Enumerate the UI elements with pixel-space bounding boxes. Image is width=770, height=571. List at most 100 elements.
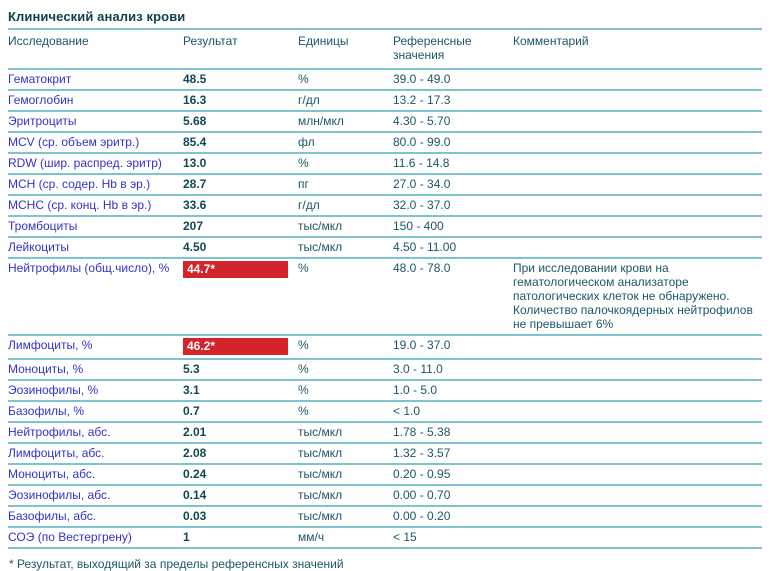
units-value: % [298,359,393,381]
table-row: Базофилы, абс. 0.03 тыс/мкл 0.00 - 0.20 [8,506,762,528]
header-row: Исследование Результат Единицы Референсн… [8,29,762,70]
result-value: 4.50 [183,240,207,254]
reference-range: 27.0 - 34.0 [393,174,513,196]
result-value: 0.03 [183,509,207,523]
table-row: Эозинофилы, абс. 0.14 тыс/мкл 0.00 - 0.7… [8,485,762,507]
table-row: MCHC (ср. конц. Hb в эр.) 33.6 г/дл 32.0… [8,195,762,217]
reference-range: 1.78 - 5.38 [393,422,513,444]
column-header-units: Единицы [298,29,393,70]
test-name-link[interactable]: Лимфоциты, % [8,338,93,352]
units-value: тыс/мкл [298,422,393,444]
table-row: MCV (ср. объем эритр.) 85.4 фл 80.0 - 99… [8,132,762,154]
table-row: Нейтрофилы (общ.число), % 44.7* % 48.0 -… [8,258,762,336]
reference-range: 0.00 - 0.20 [393,506,513,528]
result-value: 5.3 [183,362,200,376]
units-value: % [298,153,393,175]
test-name-link[interactable]: СОЭ (по Вестергрену) [8,530,132,544]
test-name-link[interactable]: Тромбоциты [8,219,78,233]
result-value: 44.7* [183,261,288,278]
units-value: % [298,335,393,360]
result-value: 5.68 [183,114,207,128]
reference-range: 0.20 - 0.95 [393,464,513,486]
table-row: Лимфоциты, % 46.2* % 19.0 - 37.0 [8,335,762,360]
test-name-link[interactable]: Лимфоциты, абс. [8,446,105,460]
reference-range: 48.0 - 78.0 [393,258,513,336]
units-value: тыс/мкл [298,443,393,465]
result-value: 2.01 [183,425,207,439]
table-row: Эозинофилы, % 3.1 % 1.0 - 5.0 [8,380,762,402]
test-name-link[interactable]: Лейкоциты [8,240,70,254]
table-row: Эритроциты 5.68 млн/мкл 4.30 - 5.70 [8,111,762,133]
units-value: мм/ч [298,527,393,549]
table-row: Лимфоциты, абс. 2.08 тыс/мкл 1.32 - 3.57 [8,443,762,465]
table-row: RDW (шир. распред. эритр) 13.0 % 11.6 - … [8,153,762,175]
table-row: Моноциты, % 5.3 % 3.0 - 11.0 [8,359,762,381]
units-value: г/дл [298,90,393,112]
units-value: млн/мкл [298,111,393,133]
result-value: 0.7 [183,404,200,418]
test-name-link[interactable]: Эозинофилы, абс. [8,488,111,502]
test-name-link[interactable]: Гематокрит [8,72,72,86]
result-value: 85.4 [183,135,207,149]
units-value: пг [298,174,393,196]
units-value: % [298,401,393,423]
units-value: % [298,69,393,91]
test-name-link[interactable]: Базофилы, % [8,404,84,418]
table-row: Нейтрофилы, абс. 2.01 тыс/мкл 1.78 - 5.3… [8,422,762,444]
reference-range: 3.0 - 11.0 [393,359,513,381]
test-name-link[interactable]: Моноциты, % [8,362,84,376]
table-row: MCH (ср. содер. Hb в эр.) 28.7 пг 27.0 -… [8,174,762,196]
units-value: % [298,380,393,402]
test-name-link[interactable]: Эозинофилы, % [8,383,99,397]
result-value: 0.24 [183,467,207,481]
table-row: Лейкоциты 4.50 тыс/мкл 4.50 - 11.00 [8,237,762,259]
result-value: 28.7 [183,177,207,191]
reference-range: < 1.0 [393,401,513,423]
result-value: 0.14 [183,488,207,502]
report-title: Клинический анализ крови [8,9,186,24]
table-row: Гематокрит 48.5 % 39.0 - 49.0 [8,69,762,91]
reference-range: 13.2 - 17.3 [393,90,513,112]
column-header-result: Результат [183,29,298,70]
test-name-link[interactable]: Нейтрофилы (общ.число), % [8,261,170,275]
test-name-link[interactable]: Моноциты, абс. [8,467,96,481]
test-name-link[interactable]: Эритроциты [8,114,77,128]
test-name-link[interactable]: MCH (ср. содер. Hb в эр.) [8,177,151,191]
test-name-link[interactable]: MCHC (ср. конц. Hb в эр.) [8,198,152,212]
reference-range: 4.50 - 11.00 [393,237,513,259]
result-value: 48.5 [183,72,207,86]
reference-range: 1.0 - 5.0 [393,380,513,402]
units-value: тыс/мкл [298,216,393,238]
units-value: % [298,258,393,336]
footnote: * Результат, выходящий за пределы рефере… [9,557,344,571]
results-table-body: Гематокрит 48.5 % 39.0 - 49.0 Гемоглобин… [8,69,762,549]
result-value: 3.1 [183,383,200,397]
reference-range: 32.0 - 37.0 [393,195,513,217]
results-table: Исследование Результат Единицы Референсн… [8,28,762,549]
table-row: Гемоглобин 16.3 г/дл 13.2 - 17.3 [8,90,762,112]
units-value: тыс/мкл [298,485,393,507]
table-row: Базофилы, % 0.7 % < 1.0 [8,401,762,423]
units-value: тыс/мкл [298,506,393,528]
result-value: 46.2* [183,338,288,355]
table-row: Моноциты, абс. 0.24 тыс/мкл 0.20 - 0.95 [8,464,762,486]
reference-range: 11.6 - 14.8 [393,153,513,175]
result-value: 16.3 [183,93,207,107]
test-name-link[interactable]: Базофилы, абс. [8,509,97,523]
test-name-link[interactable]: RDW (шир. распред. эритр) [8,156,162,170]
test-name-link[interactable]: Гемоглобин [8,93,74,107]
units-value: фл [298,132,393,154]
column-header-comment: Комментарий [513,29,762,70]
column-header-reference: Референсные значения [393,29,513,70]
test-name-link[interactable]: MCV (ср. объем эритр.) [8,135,140,149]
column-header-test: Исследование [8,29,183,70]
result-value: 207 [183,219,204,233]
test-name-link[interactable]: Нейтрофилы, абс. [8,425,111,439]
reference-range: 19.0 - 37.0 [393,335,513,360]
result-value: 1 [183,530,190,544]
reference-range: 1.32 - 3.57 [393,443,513,465]
table-row: Тромбоциты 207 тыс/мкл 150 - 400 [8,216,762,238]
reference-range: 150 - 400 [393,216,513,238]
